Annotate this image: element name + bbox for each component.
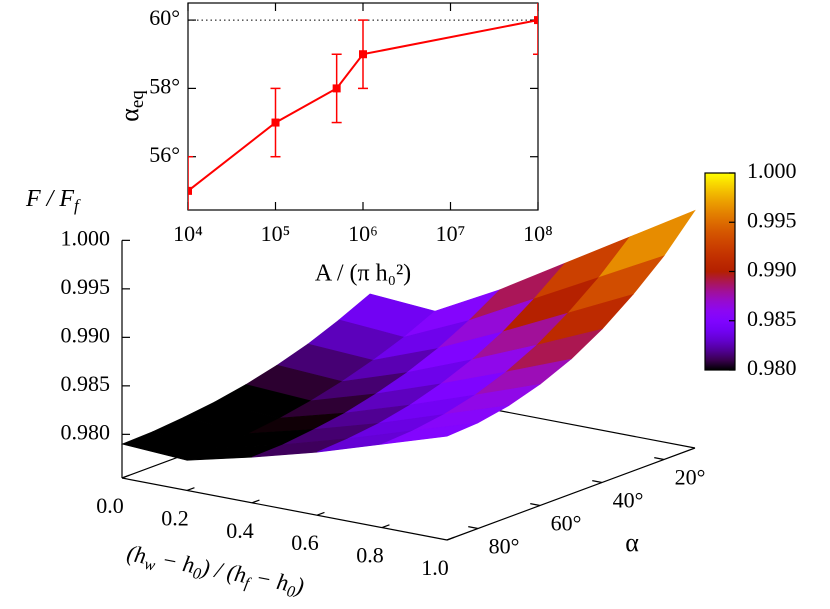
- alpha-tick: [654, 457, 665, 461]
- h-tick: [381, 524, 390, 529]
- alpha-axis: [446, 447, 696, 541]
- x-tick-label: 10⁷: [436, 221, 466, 246]
- z-tick-label: 0.995: [61, 274, 111, 299]
- h-tick-label: 0.8: [356, 543, 384, 568]
- z-axis-label: F / Ff: [25, 186, 81, 215]
- z-tick-label: 1.000: [61, 225, 111, 250]
- h-axis: [121, 477, 448, 541]
- point: [188, 186, 192, 195]
- h-tick-label: 0.0: [96, 493, 124, 518]
- x-tick-label: 10⁴: [173, 221, 203, 246]
- h-axis-label-sub: 0: [191, 565, 202, 583]
- alpha-tick-label: 80°: [489, 534, 520, 559]
- h-axis-label-main: ) / (h: [198, 555, 249, 588]
- h-axis-label-main: (h: [125, 541, 149, 569]
- h-axis-label-main: − h: [154, 546, 197, 578]
- h-tick-label: 0.6: [291, 530, 319, 555]
- z-axis-label-sub: f: [74, 196, 81, 215]
- point: [332, 84, 341, 93]
- y-tick-label: 56°: [149, 142, 180, 167]
- x-tick-label: 10⁶: [348, 221, 378, 246]
- h-tick: [186, 487, 195, 491]
- colorbar-tick-label: 1.000: [747, 158, 797, 183]
- series-group: [188, 3, 538, 210]
- x-tick-label: 10⁸: [523, 221, 553, 246]
- h-tick-label: 0.2: [161, 505, 189, 530]
- alpha-tick-label: 60°: [551, 511, 582, 536]
- y-axis-label-sub: eq: [127, 90, 148, 108]
- z-tick-label: 0.980: [61, 419, 111, 444]
- colorbar-tick-label: 0.980: [747, 355, 797, 380]
- x-axis-label: A / (π h₀²): [315, 261, 411, 287]
- h-tick: [121, 474, 130, 479]
- h-tick: [446, 536, 455, 541]
- h-tick: [251, 499, 260, 504]
- point: [359, 50, 367, 59]
- x-tick-label: 10⁵: [261, 221, 291, 246]
- h-axis-label-sub: 0: [285, 583, 296, 601]
- colorbar-tick-label: 0.985: [747, 306, 797, 331]
- z-tick-label: 0.990: [61, 322, 111, 347]
- alpha-tick-label: 40°: [613, 488, 644, 513]
- h-axis-label: (hw − h0) / (hf − h0): [124, 541, 306, 603]
- h-tick-label: 1.0: [421, 555, 449, 580]
- alpha-tick-label: 20°: [675, 465, 706, 490]
- inset-plot: 10⁴ 10⁵ 10⁶ 10⁷ 10⁸ 56° 58° 60° αeq A / (π h₀²): [115, 2, 553, 287]
- surface-patch: [381, 422, 479, 445]
- point: [534, 16, 538, 25]
- y-axis-label-main: α: [115, 108, 144, 122]
- z-axis-label-main: F / F: [25, 186, 74, 212]
- alpha-tick: [530, 503, 541, 507]
- h-axis-label-main: − h: [248, 564, 291, 596]
- z-tick-label: 0.985: [61, 371, 111, 396]
- colorbar-tick-label: 0.990: [747, 257, 797, 282]
- h-tick: [316, 511, 325, 516]
- colorbar-tick-label: 0.995: [747, 207, 797, 232]
- h-tick-label: 0.4: [226, 518, 254, 543]
- h-axis-label-sub: f: [243, 575, 253, 593]
- alpha-axis-label: α: [625, 528, 639, 557]
- alpha-tick: [592, 480, 603, 484]
- h-axis-label-sub: w: [143, 555, 157, 574]
- point: [271, 118, 280, 127]
- alpha-tick: [468, 526, 479, 530]
- y-tick-label: 60°: [149, 5, 180, 30]
- y-tick-label: 58°: [149, 73, 180, 98]
- y-axis-label: αeq: [115, 90, 148, 122]
